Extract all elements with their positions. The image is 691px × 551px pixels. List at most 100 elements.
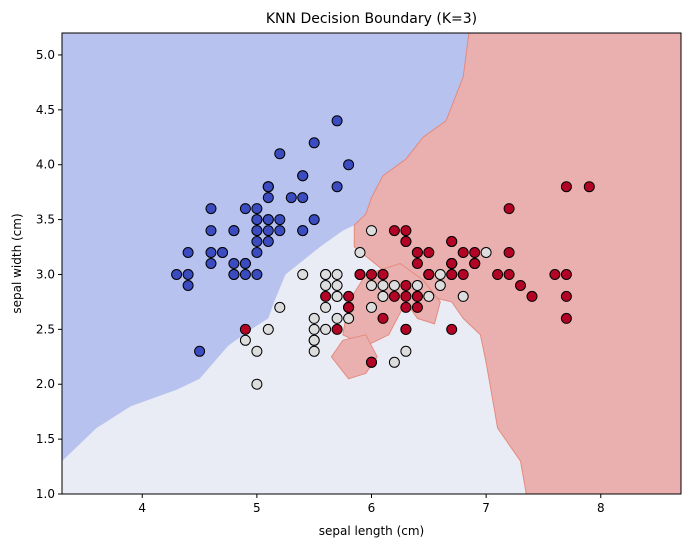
y-tick-label: 2.5 [36, 322, 55, 336]
y-axis-label: sepal width (cm) [10, 213, 24, 313]
data-point-class-0 [274, 225, 286, 237]
data-point-class-1 [320, 269, 332, 280]
data-point-class-1 [388, 280, 400, 291]
y-tick-label: 4.0 [36, 158, 55, 172]
data-point-class-0 [182, 247, 194, 258]
data-point-class-1 [366, 225, 377, 237]
data-point-class-2 [549, 269, 561, 280]
data-point-class-2 [343, 301, 355, 313]
data-point-class-0 [194, 345, 206, 357]
data-point-class-1 [388, 356, 400, 368]
region-class-0 [62, 33, 469, 462]
data-point-class-1 [457, 290, 469, 302]
data-point-class-2 [331, 323, 343, 335]
data-point-class-2 [400, 225, 412, 237]
region-class-2 [353, 33, 681, 494]
data-point-class-0 [205, 203, 217, 215]
y-tick-label: 5.0 [36, 48, 55, 62]
data-point-class-2 [492, 269, 504, 280]
data-point-class-1 [308, 334, 320, 346]
x-tick-label: 8 [597, 501, 605, 515]
data-point-class-0 [297, 192, 309, 204]
data-point-class-2 [377, 269, 389, 280]
data-point-class-0 [262, 236, 274, 247]
data-point-class-2 [411, 258, 423, 269]
data-point-class-1 [400, 345, 412, 357]
data-point-class-2 [503, 203, 515, 215]
data-point-class-2 [366, 356, 377, 368]
data-point-class-2 [457, 269, 469, 280]
data-point-class-0 [228, 225, 240, 237]
data-point-class-0 [217, 247, 228, 258]
data-point-class-0 [331, 181, 343, 193]
data-point-class-0 [343, 159, 355, 171]
data-point-class-2 [377, 312, 389, 324]
scatter-points [171, 115, 595, 390]
data-point-class-0 [274, 148, 286, 160]
data-point-class-1 [308, 345, 320, 357]
data-point-class-0 [205, 258, 217, 269]
y-tick-label: 1.5 [36, 432, 55, 446]
data-point-class-0 [182, 280, 194, 291]
data-point-class-0 [205, 225, 217, 237]
y-tick-label: 1.0 [36, 487, 55, 501]
data-point-class-1 [308, 323, 320, 335]
data-point-class-2 [239, 323, 251, 335]
data-point-class-0 [251, 203, 263, 215]
data-point-class-1 [434, 280, 446, 291]
x-tick-label: 4 [138, 501, 146, 515]
data-point-class-0 [228, 258, 240, 269]
data-point-class-2 [446, 258, 458, 269]
data-point-class-2 [503, 269, 515, 280]
x-tick-label: 6 [368, 501, 376, 515]
data-point-class-0 [274, 214, 286, 226]
data-point-class-2 [560, 312, 572, 324]
data-point-class-1 [251, 345, 263, 357]
data-point-class-2 [400, 290, 412, 302]
data-point-class-1 [251, 378, 263, 390]
data-point-class-1 [274, 301, 286, 313]
data-point-class-1 [480, 247, 492, 258]
data-point-class-2 [388, 225, 400, 237]
y-tick-label: 3.0 [36, 267, 55, 281]
data-point-class-1 [331, 312, 343, 324]
data-point-class-1 [434, 269, 446, 280]
data-point-class-2 [320, 290, 332, 302]
data-point-class-0 [285, 192, 297, 204]
data-point-class-2 [469, 258, 481, 269]
data-point-class-0 [297, 225, 309, 237]
data-point-class-2 [560, 181, 572, 193]
data-point-class-1 [262, 323, 274, 335]
data-point-class-0 [262, 192, 274, 204]
data-point-class-0 [205, 247, 217, 258]
chart-title: KNN Decision Boundary (K=3) [266, 11, 477, 27]
data-point-class-1 [297, 269, 309, 280]
data-point-class-2 [400, 236, 412, 247]
data-point-class-0 [308, 137, 320, 149]
data-point-class-1 [320, 323, 332, 335]
data-point-class-1 [331, 290, 343, 302]
data-point-class-0 [239, 269, 251, 280]
data-point-class-2 [388, 290, 400, 302]
y-tick-label: 3.5 [36, 213, 55, 227]
data-point-class-2 [503, 247, 515, 258]
y-tick-label: 2.0 [36, 377, 55, 391]
data-point-class-0 [251, 214, 263, 226]
data-point-class-2 [560, 290, 572, 302]
data-point-class-0 [308, 214, 320, 226]
data-point-class-1 [354, 247, 366, 258]
region-class-2-island [330, 334, 378, 380]
data-point-class-1 [320, 301, 332, 313]
data-point-class-1 [377, 290, 389, 302]
data-point-class-2 [446, 269, 458, 280]
data-point-class-0 [239, 203, 251, 215]
data-point-class-1 [239, 334, 251, 346]
data-point-class-0 [297, 170, 309, 182]
data-point-class-1 [411, 280, 423, 291]
data-point-class-0 [239, 258, 251, 269]
data-point-class-2 [354, 269, 366, 280]
data-point-class-2 [343, 290, 355, 302]
y-axis: 1.0 1.5 2.0 2.5 3.0 3.5 4.0 4.5 5.0 [36, 48, 62, 501]
data-point-class-0 [262, 225, 274, 237]
